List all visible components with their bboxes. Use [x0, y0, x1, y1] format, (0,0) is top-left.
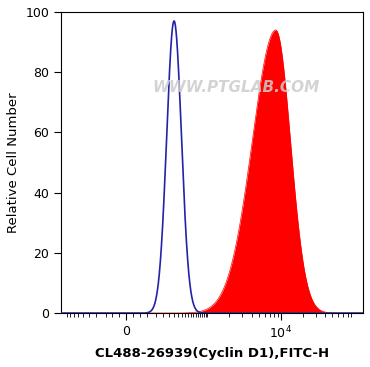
- Y-axis label: Relative Cell Number: Relative Cell Number: [7, 92, 20, 233]
- X-axis label: CL488-26939(Cyclin D1),FITC-H: CL488-26939(Cyclin D1),FITC-H: [95, 347, 329, 360]
- Text: WWW.PTGLAB.COM: WWW.PTGLAB.COM: [153, 80, 320, 95]
